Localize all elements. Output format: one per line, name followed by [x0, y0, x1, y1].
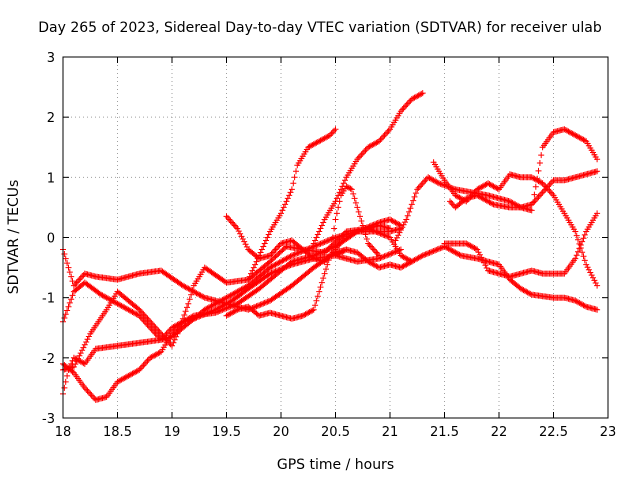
- series-s14: [447, 126, 601, 214]
- x-tick-label: 22: [491, 425, 508, 440]
- chart-title: Day 265 of 2023, Sidereal Day-to-day VTE…: [38, 20, 602, 36]
- y-tick-label: -1: [42, 292, 55, 307]
- x-tick-label: 21: [382, 425, 399, 440]
- y-tick-label: 0: [47, 232, 55, 247]
- x-tick-label: 19.5: [212, 425, 241, 440]
- series-markers: [430, 159, 601, 289]
- series-markers: [60, 216, 404, 397]
- series-markers: [392, 168, 601, 244]
- series-markers: [60, 246, 404, 403]
- series-s3: [60, 246, 404, 403]
- series-s12: [441, 210, 601, 280]
- series-s9: [310, 90, 426, 247]
- series-markers: [441, 210, 601, 280]
- y-tick-label: -2: [42, 352, 55, 367]
- series-s13: [430, 159, 601, 289]
- x-tick-label: 18: [55, 425, 72, 440]
- y-tick-label: -3: [42, 412, 55, 427]
- series-markers: [332, 243, 601, 313]
- x-axis-label: GPS time / hours: [276, 457, 395, 473]
- x-tick-label: 20: [273, 425, 290, 440]
- axis-ticks: 18 18.5 19 19.5 20 20.5 21 21.5 22 22.5 23-3-2-101…: [42, 51, 616, 440]
- series-markers: [447, 126, 601, 214]
- y-tick-label: 2: [47, 111, 55, 126]
- series-s7: [223, 183, 383, 322]
- data-series: [60, 90, 601, 403]
- series-markers: [223, 213, 404, 265]
- series-markers: [245, 126, 339, 283]
- plot-frame: [62, 56, 609, 419]
- series-s8: [245, 126, 339, 283]
- x-tick-label: 23: [600, 425, 617, 440]
- series-s11: [392, 168, 601, 244]
- x-tick-label: 18.5: [103, 425, 132, 440]
- x-tick-label: 21.5: [430, 425, 459, 440]
- series-markers: [310, 90, 426, 247]
- x-tick-label: 22.5: [539, 425, 568, 440]
- series-s4: [60, 216, 404, 397]
- y-tick-label: 1: [47, 171, 55, 186]
- series-markers: [223, 183, 383, 322]
- series-s10: [332, 243, 601, 313]
- x-tick-label: 19: [164, 425, 181, 440]
- y-tick-label: 3: [47, 51, 55, 66]
- x-tick-label: 20.5: [321, 425, 350, 440]
- series-s6: [223, 213, 404, 265]
